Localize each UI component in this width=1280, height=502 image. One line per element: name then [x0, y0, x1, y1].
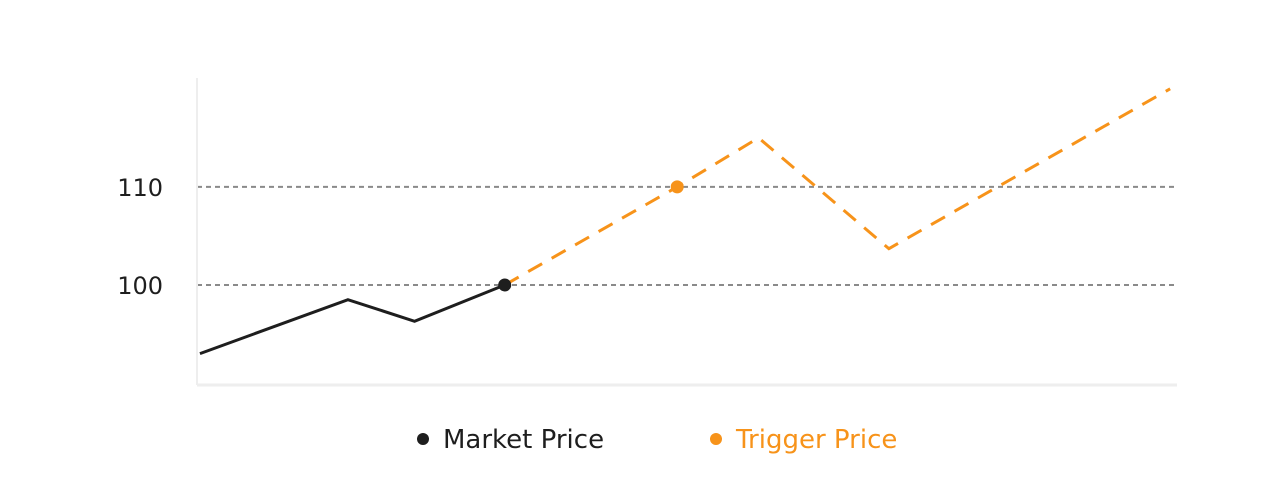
legend-label-trigger-price: Trigger Price — [735, 425, 897, 455]
series-line-market-price — [199, 283, 506, 356]
data-point-market-price — [498, 278, 512, 292]
legend: Market Price Trigger Price — [417, 425, 897, 455]
legend-marker-trigger-price — [710, 433, 722, 445]
series-line-trigger-price — [503, 87, 1171, 287]
grid — [197, 185, 1177, 286]
legend-marker-market-price — [417, 433, 429, 445]
y-tick-labels: 100 110 — [117, 174, 163, 300]
legend-label-market-price: Market Price — [443, 425, 604, 455]
y-tick-label: 100 — [117, 272, 163, 300]
data-point-trigger-price — [670, 180, 684, 194]
y-tick-label: 110 — [117, 174, 163, 202]
series — [199, 87, 1171, 356]
